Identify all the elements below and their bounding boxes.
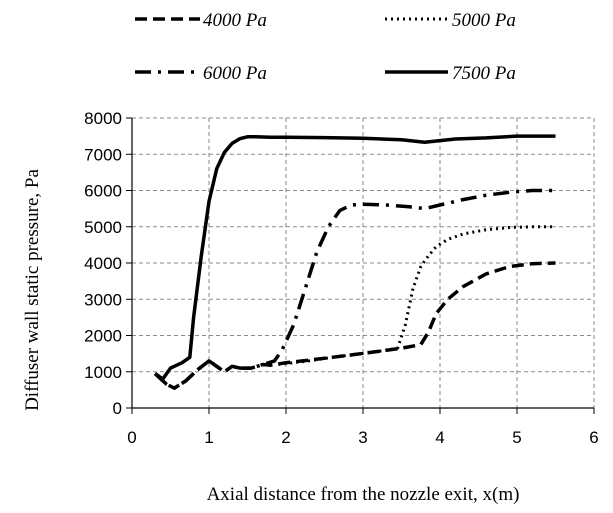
series-line-4 bbox=[154, 134, 556, 381]
y-tick-label: 1000 bbox=[84, 363, 122, 382]
y-tick-label: 4000 bbox=[84, 254, 122, 273]
y-tick-label: 3000 bbox=[84, 290, 122, 309]
legend-label-1: 4000 Pa bbox=[203, 10, 267, 31]
x-tick-label: 2 bbox=[281, 428, 290, 447]
series-line-3 bbox=[153, 188, 556, 390]
x-tick-label: 5 bbox=[512, 428, 521, 447]
axes bbox=[126, 117, 595, 414]
legend-label-3: 6000 Pa bbox=[203, 63, 267, 84]
y-tick-label: 7000 bbox=[84, 145, 122, 164]
x-tick-label: 0 bbox=[127, 428, 136, 447]
series-line-1 bbox=[153, 261, 556, 390]
y-axis-label: Diffuser wall static pressure, Pa bbox=[22, 169, 43, 411]
y-tick-label: 0 bbox=[113, 399, 122, 418]
tick-labels: 0 1 2 3 4 5 6 0 1000 2000 3000 4000 5000 6000 7000 8000 bbox=[84, 109, 599, 447]
x-tick-label: 4 bbox=[435, 428, 444, 447]
x-tick-label: 1 bbox=[204, 428, 213, 447]
y-tick-label: 2000 bbox=[84, 327, 122, 346]
y-tick-label: 6000 bbox=[84, 182, 122, 201]
data-series bbox=[153, 134, 556, 390]
x-tick-label: 3 bbox=[358, 428, 367, 447]
legend: 4000 Pa 5000 Pa 6000 Pa 7500 Pa bbox=[135, 10, 516, 84]
legend-label-2: 5000 Pa bbox=[452, 10, 516, 31]
x-tick-label: 6 bbox=[589, 428, 598, 447]
x-axis-label: Axial distance from the nozzle exit, x(m… bbox=[207, 484, 520, 505]
y-tick-label: 5000 bbox=[84, 218, 122, 237]
series-line-2 bbox=[278, 225, 556, 366]
legend-label-4: 7500 Pa bbox=[452, 63, 516, 84]
grid-lines bbox=[132, 117, 595, 408]
y-tick-label: 8000 bbox=[84, 109, 122, 128]
